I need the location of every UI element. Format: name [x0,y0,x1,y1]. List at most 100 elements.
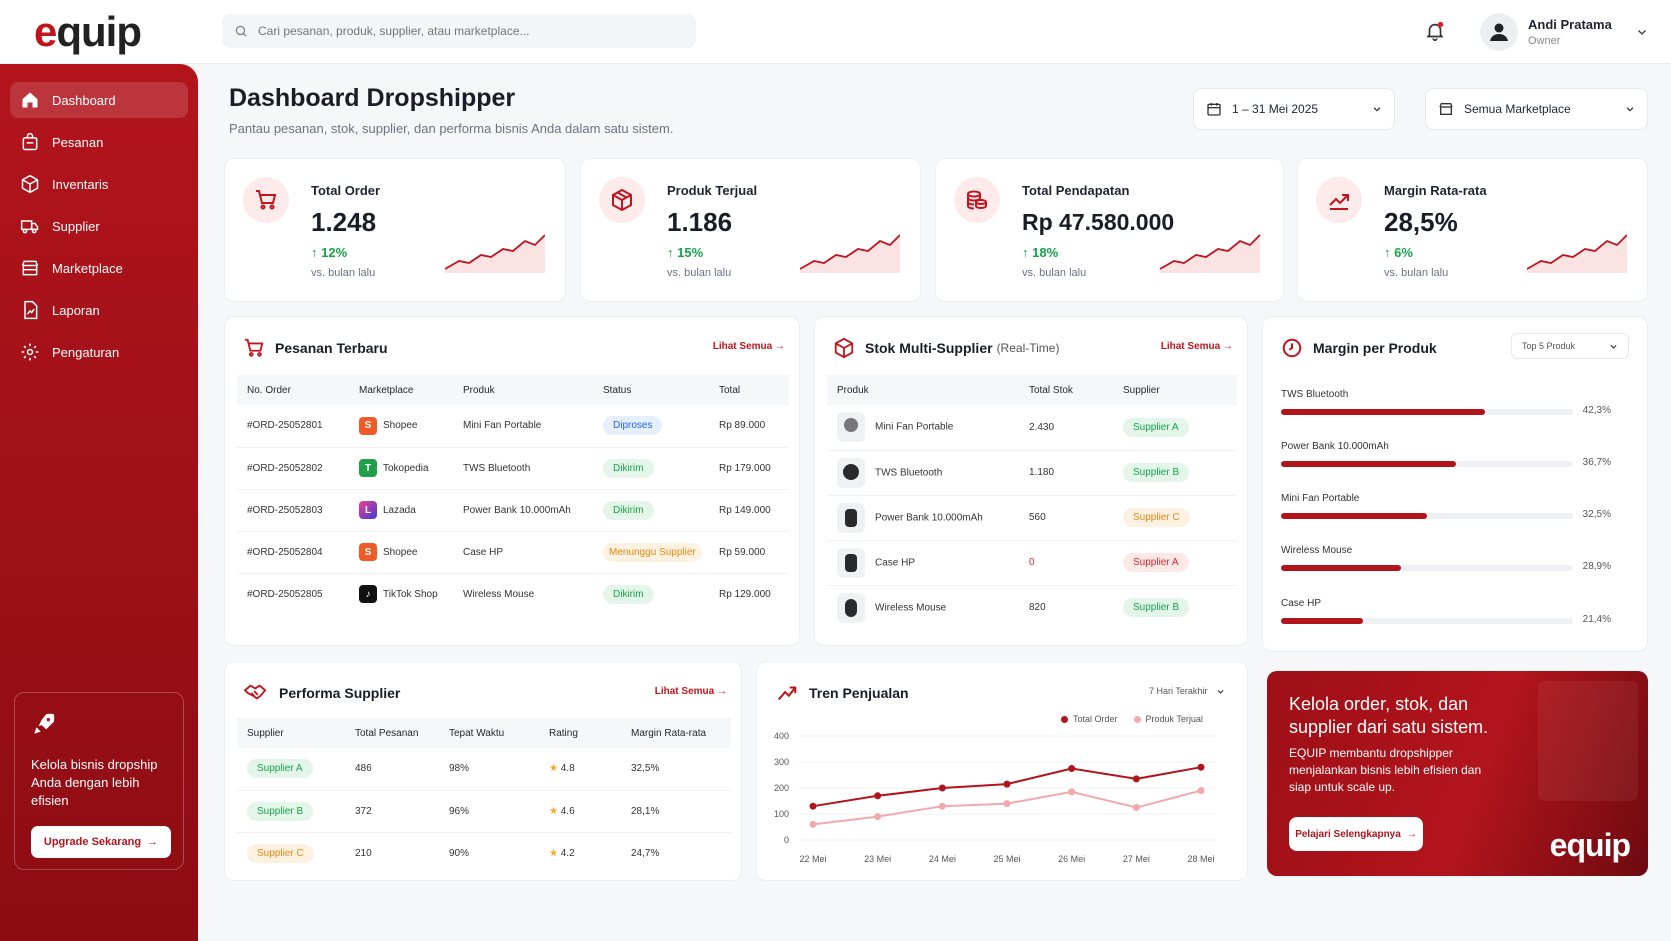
orders-table: No. Order Marketplace Produk Status Tota… [237,375,789,615]
sparkline [445,234,545,273]
table-row[interactable]: #ORD-25052804 S Shopee Case HP Menunggu S… [237,531,789,574]
user-icon [1490,23,1508,41]
chevron-down-icon [1217,689,1224,694]
see-all-link[interactable]: Lihat Semua → [1160,341,1233,352]
supplier-badge: Supplier C [247,843,314,863]
store-icon [21,260,39,276]
card-title: Pesanan Terbaru [275,340,388,356]
recent-orders-card: Pesanan Terbaru Lihat Semua → No. Order … [224,316,800,646]
legend-item: Produk Terjual [1133,714,1203,724]
y-tick-label: 400 [774,731,789,741]
package-icon [834,337,854,359]
sidebar-item-label: Supplier [52,218,100,234]
see-all-link[interactable]: Lihat Semua → [654,686,727,697]
see-all-link[interactable]: Lihat Semua → [712,341,785,352]
search-input[interactable] [258,24,658,38]
coins-icon [967,190,987,210]
stat-growth: ↑ 15% [667,245,704,260]
chevron-down-icon [1626,107,1634,112]
margin-row: Power Bank 10.000mAh 36,7% [1281,441,1611,468]
stat-note: vs. bulan lalu [1022,267,1087,279]
table-row[interactable]: Power Bank 10.000mAh 560 Supplier C [827,495,1237,541]
period-select[interactable]: 7 Hari Terakhir [1139,678,1235,704]
x-tick-label: 22 Mei [799,854,826,864]
sidebar-item-label: Pengaturan [52,344,120,360]
stat-value: Rp 47.580.000 [1022,209,1175,235]
chevron-down-icon [1637,30,1646,35]
product-thumbnail [837,412,865,443]
stat-card-margin-rata-rata: Margin Rata-rata 28,5% ↑ 6% vs. bulan la… [1297,158,1648,302]
y-tick-label: 0 [784,835,789,845]
user-role: Owner [1528,35,1561,47]
table-row[interactable]: Case HP 0 Supplier A [827,540,1237,586]
margin-row: TWS Bluetooth 42,3% [1281,389,1611,416]
tiktok-icon: ♪ [359,585,377,604]
stat-note: vs. bulan lalu [1384,267,1449,279]
table-row[interactable]: Wireless Mouse 820 Supplier B [827,585,1237,630]
top-products-select[interactable]: Top 5 Produk [1511,333,1629,359]
table-row[interactable]: #ORD-25052805 ♪ TikTok Shop Wireless Mous… [237,573,789,615]
sidebar-item-dashboard[interactable]: Dashboard [10,82,188,118]
banner-title: Kelola order, stok, dan supplier dari sa… [1289,694,1489,737]
rocket-icon [34,713,55,734]
upgrade-button[interactable]: Upgrade Sekarang → [31,826,171,858]
learn-more-button[interactable]: Pelajari Selengkapnya → [1289,817,1423,851]
data-point [1003,800,1011,808]
table-row[interactable]: Mini Fan Portable 2.430 Supplier A [827,405,1237,451]
search-bar[interactable] [222,14,696,48]
banner-logo: equip [1549,827,1631,863]
gear-icon [21,343,39,361]
sidebar-promo: Kelola bisnis dropship Anda dengan lebih… [14,692,184,870]
stat-icon-wrap [1316,177,1362,223]
table-row[interactable]: Supplier C 210 90% ★ 4.2 24,7% [237,832,731,874]
sidebar-item-supplier[interactable]: Supplier [10,208,188,244]
stat-icon-wrap [243,177,289,223]
stock-table: Produk Total Stok Supplier Mini Fan Port… [827,375,1237,630]
handshake-icon [243,684,267,700]
sidebar: Dashboard Pesanan Inventaris Supplier Ma… [0,64,198,941]
status-badge: Dikirim [603,500,654,520]
data-point [938,784,946,792]
table-row[interactable]: TWS Bluetooth 1.180 Supplier B [827,450,1237,496]
supplier-badge: Supplier B [1123,598,1190,618]
table-row[interactable]: Supplier B 372 96% ★ 4.6 28,1% [237,790,731,833]
marketplace-filter[interactable]: Semua Marketplace [1425,88,1648,130]
table-row[interactable]: Supplier A 486 98% ★ 4.8 32,5% [237,748,731,791]
stat-growth: ↑ 18% [1022,245,1059,260]
table-row[interactable]: #ORD-25052801 S Shopee Mini Fan Portable … [237,405,789,448]
data-point [874,792,882,800]
x-tick-label: 28 Mei [1187,854,1214,864]
sidebar-item-laporan[interactable]: Laporan [10,292,188,328]
margin-bar-fill [1281,409,1486,415]
box-icon [21,174,39,194]
sidebar-item-label: Inventaris [52,176,109,192]
sidebar-item-marketplace[interactable]: Marketplace [10,250,188,286]
sidebar-item-pengaturan[interactable]: Pengaturan [10,334,188,370]
user-menu[interactable]: Andi Pratama Owner [1480,13,1650,51]
sidebar-item-pesanan[interactable]: Pesanan [10,124,188,160]
series-line [812,789,1202,826]
margin-bar-track [1281,513,1573,519]
legend-item: Total Order [1061,714,1118,724]
sidebar-item-label: Pesanan [52,134,104,150]
notification-bell-icon[interactable] [1424,20,1446,42]
user-info: Andi Pratama Owner [1528,17,1612,47]
stat-icon-wrap [599,177,645,223]
margin-bar-track [1281,618,1573,624]
stat-growth: ↑ 12% [311,245,348,260]
card-header: Tren Penjualan [775,682,909,704]
data-point [1197,763,1205,771]
trend-icon [1329,194,1349,210]
sidebar-item-inventaris[interactable]: Inventaris [10,166,188,202]
table-row[interactable]: #ORD-25052802 T Tokopedia TWS Bluetooth D… [237,447,789,490]
data-point [809,802,817,810]
shopee-icon: S [359,543,377,561]
logo[interactable]: equip [34,8,142,55]
sidebar-nav: Dashboard Pesanan Inventaris Supplier Ma… [0,64,198,370]
data-point [1003,780,1011,788]
date-range-filter[interactable]: 1 – 31 Mei 2025 [1193,88,1395,130]
sales-trend-chart: 0 100 200 300 400 22 Mei 23 Mei 24 Mei 25 Mei 26 … [774,731,1215,864]
margin-bar-track [1281,461,1573,467]
table-row[interactable]: #ORD-25052803 L Lazada Power Bank 10.000m… [237,489,789,532]
arrow-up-icon: ↑ [1022,245,1033,260]
